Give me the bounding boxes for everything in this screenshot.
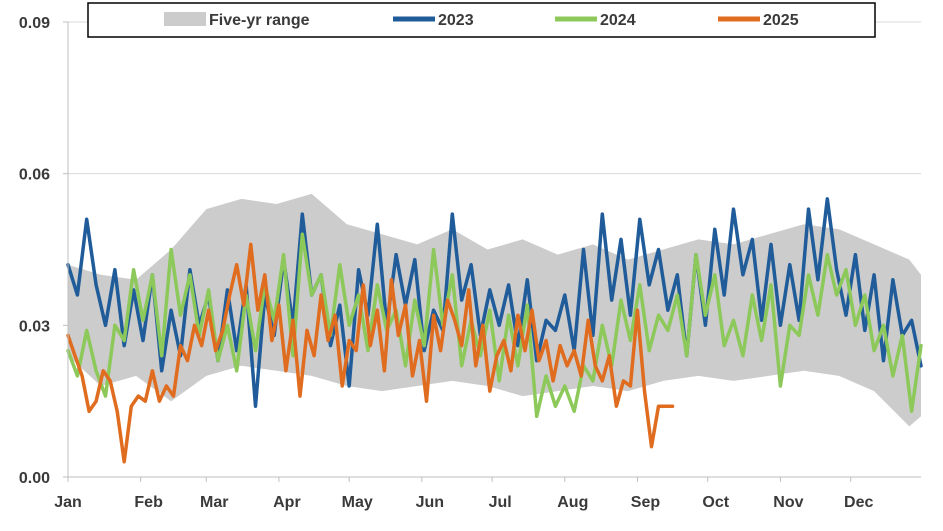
x-tick-label-feb: Feb <box>134 494 163 511</box>
legend-label-2025: 2025 <box>763 12 799 29</box>
y-axis-ticks: 0.00 0.03 0.06 0.09 <box>19 15 68 487</box>
x-tick-label-jul: Jul <box>489 494 512 511</box>
series-line-2025 <box>66 242 675 464</box>
x-tick-label-mar: Mar <box>200 494 228 511</box>
y-tick-label: 0.00 <box>19 470 50 487</box>
x-tick-label-apr: Apr <box>273 494 301 511</box>
x-tick-label-sep: Sep <box>631 494 661 511</box>
legend-label-2024: 2024 <box>600 12 636 29</box>
legend: Five-yr range 2023 2024 2025 <box>87 2 876 38</box>
x-axis-ticks: Jan Feb Mar Apr May Jun Jul Aug Sep Oct Nov Dec <box>54 477 873 511</box>
x-tick-label-dec: Dec <box>844 494 873 511</box>
x-tick-label-jun: Jun <box>416 494 444 511</box>
x-tick-label-may: May <box>342 494 373 511</box>
x-tick-label-aug: Aug <box>557 494 588 511</box>
axes <box>67 22 921 478</box>
legend-swatch-range <box>164 12 206 26</box>
x-tick-label-oct: Oct <box>702 494 729 511</box>
x-tick-label-jan: Jan <box>54 494 82 511</box>
y-tick-label: 0.03 <box>19 318 50 335</box>
series-line-2024 <box>66 232 923 419</box>
y-tick-label: 0.09 <box>19 15 50 32</box>
series-lines <box>66 197 923 464</box>
legend-label-range: Five-yr range <box>209 12 310 29</box>
y-tick-label: 0.06 <box>19 167 50 184</box>
x-tick-label-nov: Nov <box>773 494 803 511</box>
legend-label-2023: 2023 <box>438 12 474 29</box>
